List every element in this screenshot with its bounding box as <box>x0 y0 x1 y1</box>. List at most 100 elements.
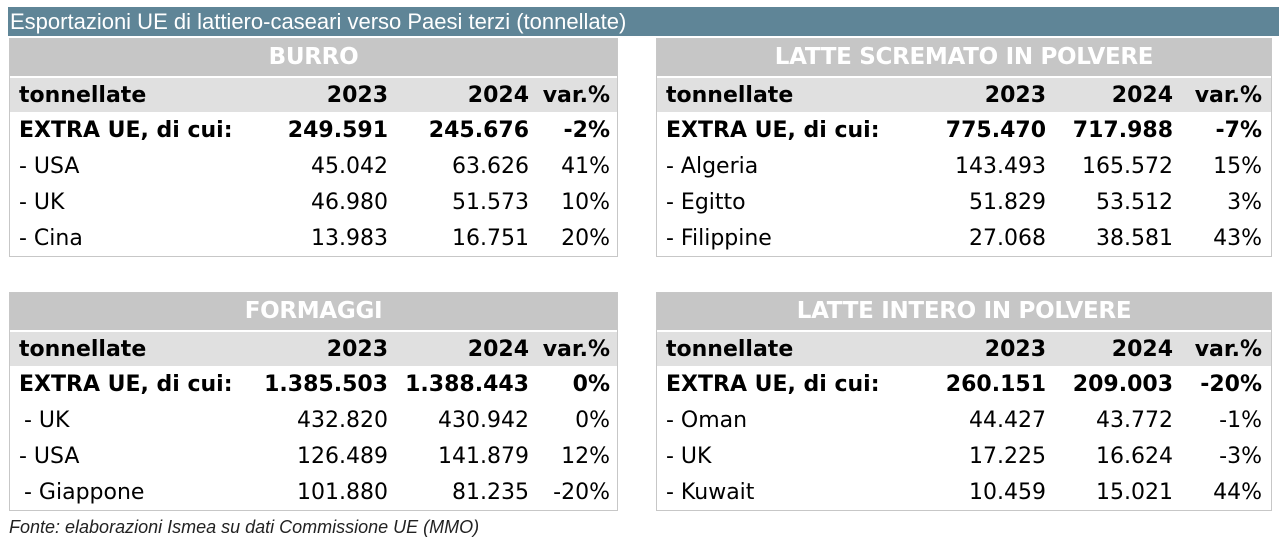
row-name: - Filippine <box>666 225 772 251</box>
table-row: EXTRA UE, di cui: 775.470 717.988 -7% <box>657 112 1271 148</box>
header-label: tonnellate <box>666 82 794 108</box>
value-var: -3% <box>1219 443 1262 469</box>
table-row: - Giappone 101.880 81.235 -20% <box>10 474 617 510</box>
table-row: - UK 46.980 51.573 10% <box>10 184 617 220</box>
header-2023: 2023 <box>984 82 1046 108</box>
table-latte-intero: LATTE INTERO IN POLVERE tonnellate 2023 … <box>656 292 1272 511</box>
header-2023: 2023 <box>984 336 1046 362</box>
value-var: -2% <box>563 117 610 143</box>
table-header-row: tonnellate 2023 2024 var.% <box>10 76 617 112</box>
value-var: 0% <box>572 371 610 397</box>
table-row: EXTRA UE, di cui: 249.591 245.676 -2% <box>10 112 617 148</box>
header-2023: 2023 <box>326 336 388 362</box>
table-burro: BURRO tonnellate 2023 2024 var.% EXTRA U… <box>9 38 618 257</box>
value-2024: 430.942 <box>438 407 529 433</box>
value-var: 44% <box>1213 479 1262 505</box>
value-2024: 43.772 <box>1096 407 1173 433</box>
table-title: LATTE INTERO IN POLVERE <box>657 293 1271 330</box>
table-header-row: tonnellate 2023 2024 var.% <box>657 76 1271 112</box>
value-2024: 165.572 <box>1082 153 1173 179</box>
header-label: tonnellate <box>666 336 794 362</box>
value-var: 12% <box>561 443 610 469</box>
header-var: var.% <box>542 82 610 108</box>
row-name: EXTRA UE, di cui: <box>19 371 233 397</box>
row-name: - Giappone <box>24 479 145 505</box>
value-2023: 101.880 <box>297 479 388 505</box>
table-title: FORMAGGI <box>10 293 617 330</box>
table-row: - USA 126.489 141.879 12% <box>10 438 617 474</box>
table-title: BURRO <box>10 39 617 76</box>
table-formaggi: FORMAGGI tonnellate 2023 2024 var.% EXTR… <box>9 292 618 511</box>
value-2023: 249.591 <box>287 117 388 143</box>
value-2024: 63.626 <box>452 153 529 179</box>
row-name: - Oman <box>666 407 748 433</box>
header-2024: 2024 <box>1111 336 1173 362</box>
value-2024: 141.879 <box>438 443 529 469</box>
header-var: var.% <box>542 336 610 362</box>
table-latte-scremato: LATTE SCREMATO IN POLVERE tonnellate 202… <box>656 38 1272 257</box>
value-2024: 16.751 <box>452 225 529 251</box>
row-name: - Kuwait <box>666 479 755 505</box>
table-header-row: tonnellate 2023 2024 var.% <box>657 330 1271 366</box>
table-row: EXTRA UE, di cui: 1.385.503 1.388.443 0% <box>10 366 617 402</box>
header-2024: 2024 <box>1111 82 1173 108</box>
table-row: - USA 45.042 63.626 41% <box>10 148 617 184</box>
value-var: 0% <box>575 407 610 433</box>
header-var: var.% <box>1194 82 1262 108</box>
value-2024: 51.573 <box>452 189 529 215</box>
value-var: 41% <box>561 153 610 179</box>
table-row: - UK 17.225 16.624 -3% <box>657 438 1271 474</box>
value-2024: 16.624 <box>1096 443 1173 469</box>
value-2024: 717.988 <box>1072 117 1173 143</box>
table-row: - Cina 13.983 16.751 20% <box>10 220 617 256</box>
value-2023: 46.980 <box>311 189 388 215</box>
table-row: - Oman 44.427 43.772 -1% <box>657 402 1271 438</box>
value-2023: 27.068 <box>969 225 1046 251</box>
header-label: tonnellate <box>19 336 147 362</box>
table-row: - Filippine 27.068 38.581 43% <box>657 220 1271 256</box>
value-2024: 1.388.443 <box>405 371 529 397</box>
value-2023: 126.489 <box>297 443 388 469</box>
row-name: EXTRA UE, di cui: <box>666 371 880 397</box>
value-var: -1% <box>1219 407 1262 433</box>
row-name: - UK <box>24 407 70 433</box>
value-var: -20% <box>1200 371 1262 397</box>
page-title: Esportazioni UE di lattiero-caseari vers… <box>8 7 1279 36</box>
table-title: LATTE SCREMATO IN POLVERE <box>657 39 1271 76</box>
value-2023: 260.151 <box>945 371 1046 397</box>
source-footnote: Fonte: elaborazioni Ismea su dati Commis… <box>9 517 480 537</box>
row-name: - UK <box>666 443 712 469</box>
table-row: - Egitto 51.829 53.512 3% <box>657 184 1271 220</box>
row-name: - UK <box>19 189 65 215</box>
value-2024: 38.581 <box>1096 225 1173 251</box>
value-2023: 775.470 <box>945 117 1046 143</box>
value-2024: 245.676 <box>428 117 529 143</box>
value-2023: 45.042 <box>311 153 388 179</box>
value-var: 3% <box>1227 189 1262 215</box>
header-label: tonnellate <box>19 82 147 108</box>
header-2024: 2024 <box>467 82 529 108</box>
value-2024: 15.021 <box>1096 479 1173 505</box>
table-row: EXTRA UE, di cui: 260.151 209.003 -20% <box>657 366 1271 402</box>
row-name: - Egitto <box>666 189 746 215</box>
value-2024: 53.512 <box>1096 189 1173 215</box>
value-2023: 1.385.503 <box>264 371 388 397</box>
value-var: 20% <box>561 225 610 251</box>
value-2023: 13.983 <box>311 225 388 251</box>
value-2023: 432.820 <box>297 407 388 433</box>
row-name: - Cina <box>19 225 83 251</box>
row-name: - USA <box>19 153 80 179</box>
value-2023: 51.829 <box>969 189 1046 215</box>
value-2023: 44.427 <box>969 407 1046 433</box>
value-2024: 81.235 <box>452 479 529 505</box>
header-2023: 2023 <box>326 82 388 108</box>
row-name: - USA <box>19 443 80 469</box>
value-2023: 17.225 <box>969 443 1046 469</box>
table-row: - Kuwait 10.459 15.021 44% <box>657 474 1271 510</box>
value-var: -20% <box>553 479 610 505</box>
value-var: 15% <box>1213 153 1262 179</box>
row-name: - Algeria <box>666 153 759 179</box>
value-var: -7% <box>1215 117 1262 143</box>
value-2024: 209.003 <box>1072 371 1173 397</box>
value-2023: 10.459 <box>969 479 1046 505</box>
